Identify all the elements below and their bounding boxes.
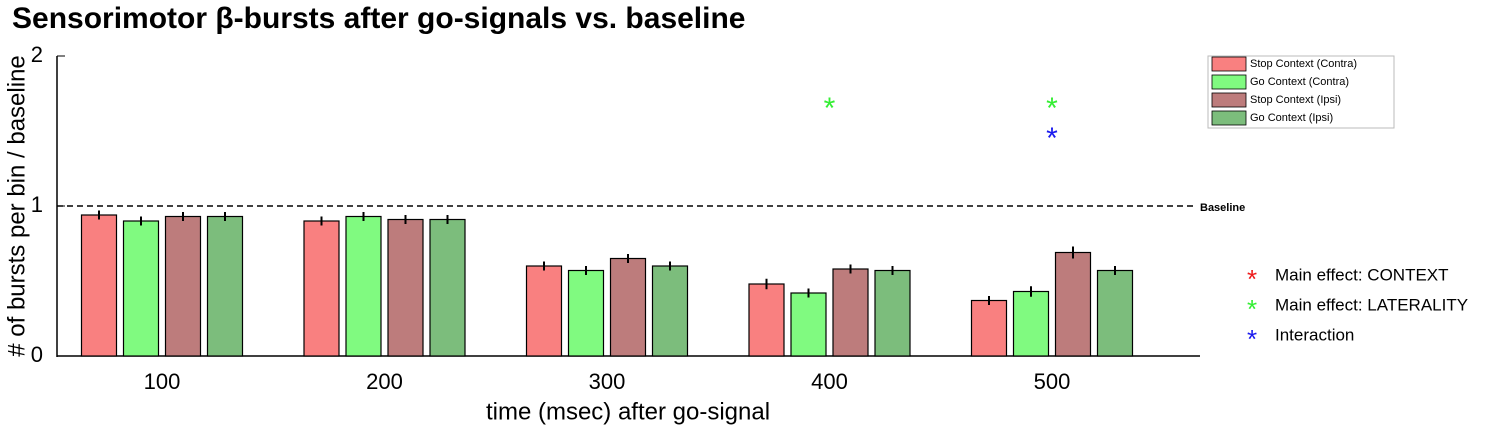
legend-swatch	[1211, 110, 1247, 126]
bar	[970, 299, 1008, 357]
legend-swatch	[1211, 92, 1247, 108]
bar	[206, 215, 244, 357]
significance-marker: *	[1247, 324, 1257, 354]
bar	[1054, 251, 1092, 357]
bar	[790, 292, 827, 357]
bar	[387, 218, 424, 357]
significance-star: *	[1046, 122, 1058, 155]
bar	[345, 215, 382, 357]
bar	[748, 283, 785, 357]
bar	[874, 269, 911, 357]
x-tick-label: 200	[366, 369, 403, 394]
bar	[164, 215, 202, 357]
significance-label: Interaction	[1275, 325, 1354, 344]
bar	[832, 268, 869, 357]
legend-swatch	[1211, 56, 1247, 72]
significance-star: *	[824, 92, 836, 125]
legend-label: Go Context (Contra)	[1250, 76, 1349, 88]
bar	[80, 214, 118, 357]
bar	[525, 265, 563, 357]
y-tick-label: 1	[31, 192, 43, 217]
bar	[429, 218, 466, 357]
legend-label: Stop Context (Contra)	[1250, 58, 1357, 70]
bar	[1012, 290, 1050, 357]
y-tick-label: 0	[31, 342, 43, 367]
chart-title: Sensorimotor β-bursts after go-signals v…	[12, 2, 746, 35]
baseline-label: Baseline	[1200, 202, 1245, 214]
legend-label: Stop Context (Ipsi)	[1250, 94, 1341, 106]
y-axis-label: # of bursts per bin / baseline	[3, 55, 30, 357]
significance-label: Main effect: LATERALITY	[1275, 295, 1468, 314]
y-tick-label: 2	[31, 42, 43, 67]
bar	[122, 220, 160, 357]
x-axis-label: time (msec) after go-signal	[486, 398, 770, 425]
bar	[609, 257, 647, 357]
bar	[567, 269, 605, 357]
bar	[1096, 269, 1134, 357]
significance-marker: *	[1247, 264, 1257, 294]
bar	[303, 220, 340, 357]
significance-marker: *	[1247, 294, 1257, 324]
legend-label: Go Context (Ipsi)	[1250, 112, 1333, 124]
x-tick-label: 100	[144, 369, 181, 394]
x-tick-label: 400	[811, 369, 848, 394]
x-tick-label: 500	[1034, 369, 1071, 394]
significance-star: *	[1046, 92, 1058, 125]
x-tick-label: 300	[589, 369, 626, 394]
significance-label: Main effect: CONTEXT	[1275, 265, 1449, 284]
legend-swatch	[1211, 74, 1247, 90]
bar	[651, 265, 689, 357]
